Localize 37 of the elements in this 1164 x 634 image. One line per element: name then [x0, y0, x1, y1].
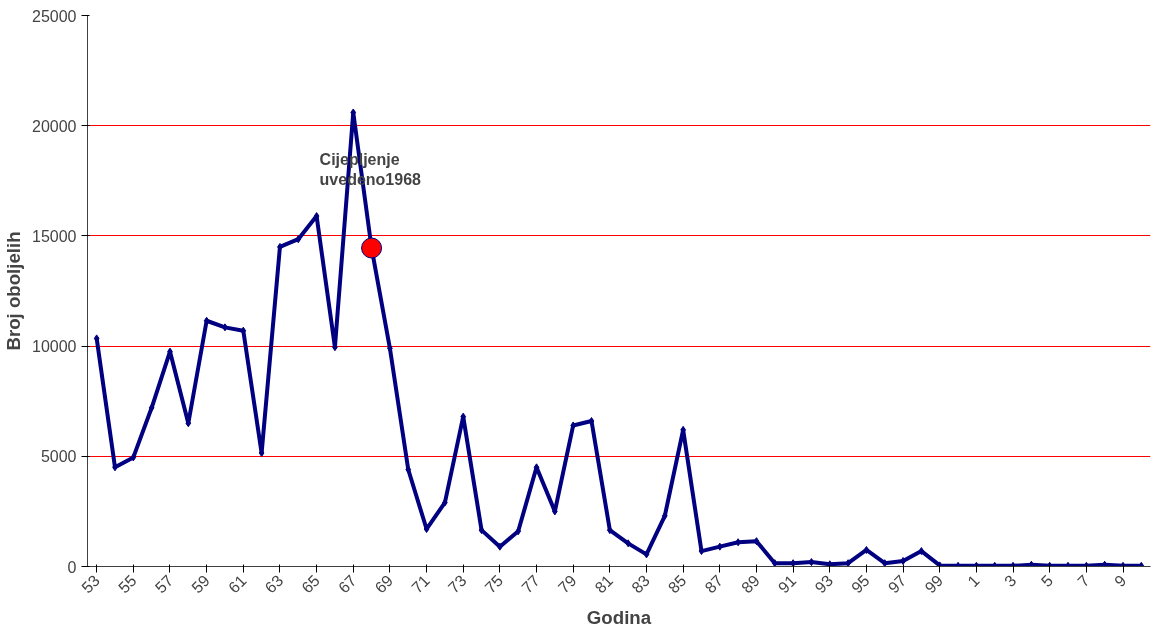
x-tick-label: 75	[481, 571, 507, 597]
x-tick-label: 71	[408, 571, 433, 597]
x-tick-label: 99	[921, 571, 947, 597]
y-tick-label: 0	[67, 558, 77, 576]
x-tick-label: 93	[811, 571, 837, 597]
y-tick-label: 5000	[40, 448, 77, 466]
x-tick-label: 65	[298, 571, 324, 597]
x-tick-label: 9	[1111, 571, 1130, 591]
x-tick-label: 79	[554, 571, 580, 597]
x-tick-label: 67	[335, 571, 360, 597]
x-tick-label: 73	[444, 571, 470, 597]
x-tick-label: 89	[738, 571, 763, 597]
y-tick-label: 15000	[32, 227, 77, 245]
x-axis-title: Godina	[586, 606, 652, 628]
x-tick-label: 69	[371, 571, 397, 597]
y-tick-label: 25000	[32, 7, 77, 25]
y-tick-label: 20000	[32, 117, 77, 135]
x-tick-label: 1	[964, 571, 983, 591]
y-axis-title: Broj oboljelih	[3, 231, 25, 351]
x-tick-label: 91	[774, 571, 800, 597]
x-tick-label: 61	[225, 571, 250, 597]
x-tick-label: 55	[115, 571, 140, 597]
x-tick-label: 3	[1001, 571, 1020, 591]
x-tick-label: 63	[261, 571, 287, 597]
x-tick-label: 87	[701, 571, 727, 597]
x-tick-label: 95	[848, 571, 873, 597]
x-tick-label: 7	[1074, 571, 1093, 591]
x-tick-label: 5	[1037, 571, 1057, 591]
y-tick-label: 10000	[32, 338, 77, 356]
x-tick-label: 97	[884, 571, 910, 597]
x-tick-label: 53	[78, 571, 104, 597]
x-tick-label: 77	[518, 571, 543, 597]
x-tick-label: 59	[188, 571, 214, 597]
x-tick-label: 81	[591, 571, 617, 597]
x-tick-label: 85	[664, 571, 690, 597]
x-tick-label: 83	[628, 571, 653, 597]
x-tick-label: 57	[151, 571, 177, 597]
